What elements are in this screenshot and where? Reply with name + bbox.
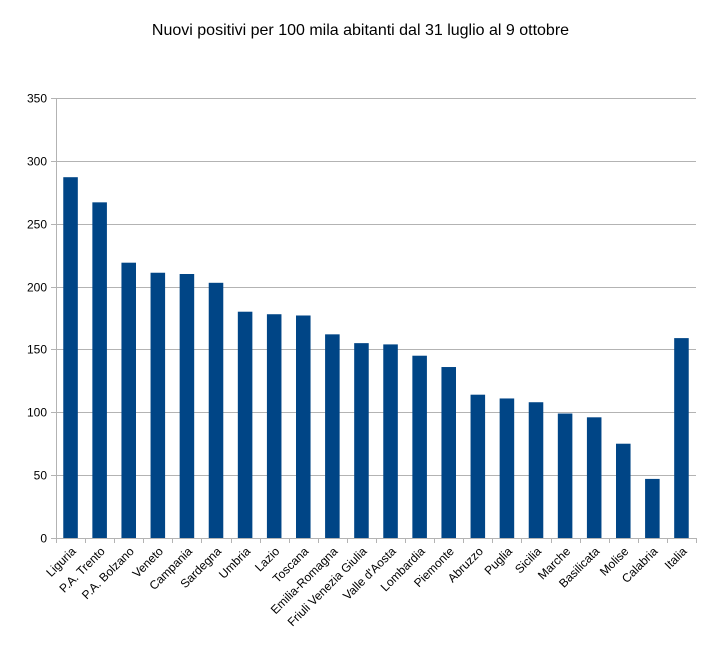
bar-sicilia (528, 402, 544, 538)
bar-molise (616, 443, 631, 538)
y-tick-label: 350 (27, 92, 47, 106)
bar-puglia (499, 398, 515, 538)
bar-sardegna (208, 282, 224, 538)
y-tick-label: 300 (27, 155, 47, 169)
y-tick-labels: 0 50 100 150 200 250 300 350 (27, 92, 47, 546)
bar-calabria (645, 478, 660, 538)
bar-marche (557, 413, 573, 538)
y-tick-label: 0 (40, 532, 47, 546)
bar-basilicata (586, 417, 602, 538)
bar-piemonte (441, 367, 456, 538)
bar-veneto (150, 272, 166, 538)
bar-italia (674, 338, 689, 538)
axes (51, 98, 697, 543)
bar-toscana (296, 315, 311, 538)
bar-abruzzo (470, 394, 486, 538)
bar-lombardia (412, 355, 427, 538)
y-tick-label: 100 (27, 406, 47, 420)
x-tick-label: Puglia (482, 544, 516, 578)
chart-title: Nuovi positivi per 100 mila abitanti dal… (151, 22, 570, 39)
bar-friuli-venezia-giulia (354, 343, 369, 538)
bars (63, 177, 689, 538)
bar-p-a-trento (92, 202, 107, 538)
y-tick-label: 150 (27, 343, 47, 357)
bar-umbria (237, 311, 253, 538)
bar-p-a-bolzano (121, 262, 136, 538)
bar-liguria (63, 177, 78, 538)
y-tick-label: 200 (27, 281, 47, 295)
bar-valle-d-aosta (383, 344, 398, 538)
y-tick-label: 50 (34, 469, 48, 483)
x-tick-label: Italia (662, 544, 690, 572)
bar-campania (179, 274, 195, 538)
bar-lazio (266, 314, 282, 538)
y-tick-label: 250 (27, 218, 47, 232)
bar-emilia-romagna (325, 334, 340, 538)
x-tick-label: Umbria (216, 544, 253, 581)
